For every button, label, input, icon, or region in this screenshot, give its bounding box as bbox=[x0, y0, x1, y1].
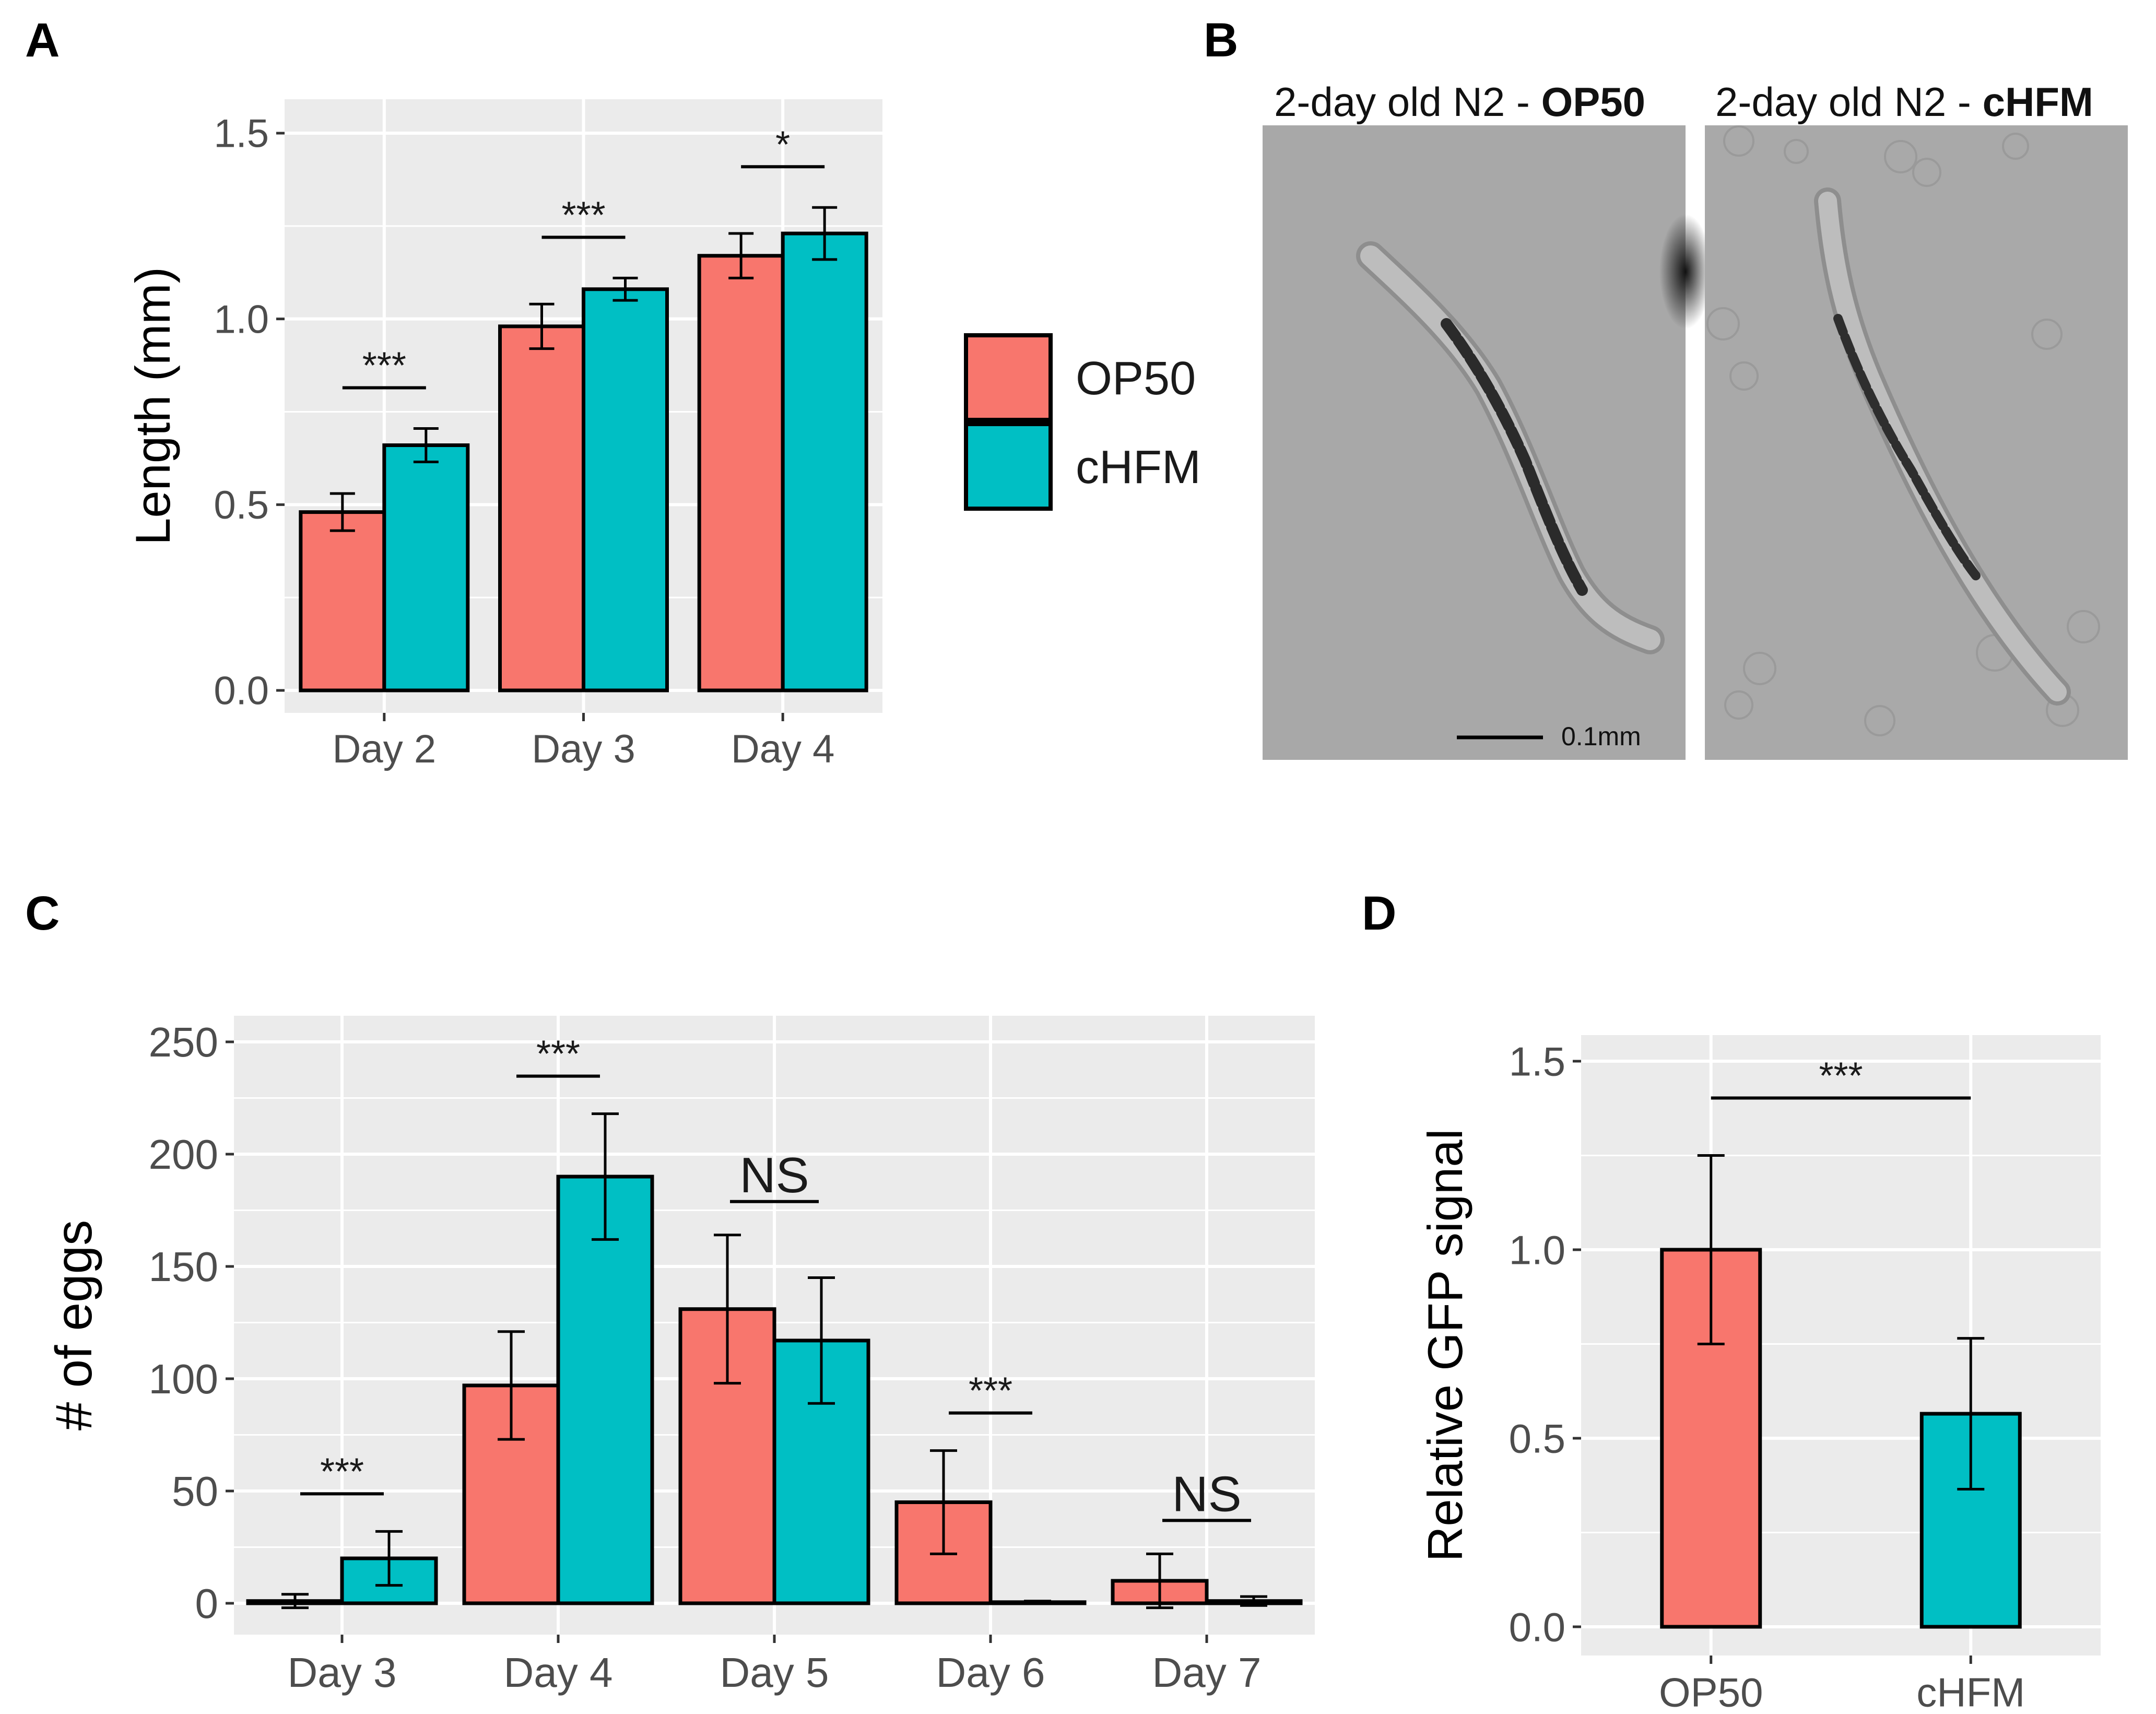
x-tick-label: Day 7 bbox=[1152, 1649, 1262, 1696]
y-tick-label: 200 bbox=[149, 1131, 218, 1178]
bar bbox=[498, 324, 585, 692]
legend-label-chfm: cHFM bbox=[1076, 441, 1201, 494]
y-axis-label: Length (mm) bbox=[125, 267, 180, 545]
x-tick-label: OP50 bbox=[1659, 1670, 1763, 1714]
worm-op50 bbox=[1356, 241, 1665, 654]
x-tick-label: Day 4 bbox=[504, 1649, 613, 1696]
photo-right-chfm bbox=[1705, 125, 2128, 760]
y-tick-label: 250 bbox=[149, 1019, 218, 1065]
bar bbox=[697, 254, 785, 692]
bar bbox=[781, 231, 868, 692]
bar bbox=[556, 1175, 654, 1605]
x-tick-label: Day 2 bbox=[333, 727, 437, 771]
y-axis-label: # of eggs bbox=[45, 1220, 102, 1430]
x-tick-label: Day 4 bbox=[731, 727, 835, 771]
significance-label: *** bbox=[320, 1451, 364, 1493]
significance-label: NS bbox=[739, 1147, 809, 1203]
panel-label-c: C bbox=[25, 887, 60, 940]
y-tick-label: 50 bbox=[172, 1468, 218, 1515]
panel-label-d: D bbox=[1362, 887, 1396, 940]
significance-label: *** bbox=[362, 345, 406, 387]
y-tick-label: 0.5 bbox=[214, 483, 269, 527]
photo-left-edge-shadow bbox=[1659, 214, 1712, 329]
panel-label-a: A bbox=[25, 14, 60, 67]
legend-swatch-op50 bbox=[964, 333, 1053, 422]
x-tick-label: Day 5 bbox=[720, 1649, 829, 1696]
y-tick-label: 1.5 bbox=[214, 112, 269, 156]
chart-d-gfp: 0.0 0.5 1.0 1.5 OP50 cHFM *** Relative GFP sign… bbox=[1418, 1035, 2101, 1714]
significance-label: NS bbox=[1172, 1466, 1241, 1522]
photo-left-op50 bbox=[1263, 125, 1686, 760]
photo-left-title: 2-day old N2 - OP50 bbox=[1274, 79, 1645, 125]
x-tick-label: cHFM bbox=[1916, 1670, 2025, 1714]
y-tick-label: 1.0 bbox=[1509, 1227, 1565, 1273]
legend-label-op50: OP50 bbox=[1076, 353, 1196, 405]
bar bbox=[299, 510, 386, 692]
plot-panel bbox=[1581, 1035, 2101, 1656]
significance-label: * bbox=[775, 124, 790, 166]
legend: OP50 cHFM bbox=[964, 333, 1201, 511]
bar bbox=[382, 443, 470, 692]
y-tick-label: 1.5 bbox=[1509, 1038, 1565, 1084]
y-tick-label: 0.0 bbox=[214, 669, 269, 713]
y-tick-label: 150 bbox=[149, 1243, 218, 1290]
significance-label: *** bbox=[1819, 1055, 1863, 1097]
y-tick-label: 0.0 bbox=[1509, 1604, 1565, 1650]
y-tick-label: 100 bbox=[149, 1356, 218, 1402]
scale-bar-label: 0.1mm bbox=[1561, 722, 1641, 751]
x-tick-label: Day 3 bbox=[532, 727, 635, 771]
x-tick-label: Day 6 bbox=[936, 1649, 1045, 1696]
worm-chfm bbox=[1814, 187, 2071, 706]
chart-c-eggs: 0 50 100 150 200 250 Day 3 Day 4 Day 5 Day 6 Day 7… bbox=[45, 1016, 1315, 1696]
y-tick-label: 1.0 bbox=[214, 297, 269, 342]
significance-label: *** bbox=[536, 1034, 580, 1075]
photo-right-title: 2-day old N2 - cHFM bbox=[1715, 79, 2093, 125]
bar bbox=[582, 287, 669, 692]
legend-swatch-chfm bbox=[964, 422, 1053, 511]
x-tick-label: Day 3 bbox=[288, 1649, 397, 1696]
significance-label: *** bbox=[561, 194, 605, 236]
panel-b-micrographs: 2-day old N2 - OP50 2-day old N2 - cHFM … bbox=[1263, 79, 2128, 760]
y-tick-label: 0 bbox=[195, 1580, 219, 1627]
y-tick-label: 0.5 bbox=[1509, 1415, 1565, 1461]
y-axis-label: Relative GFP signal bbox=[1418, 1129, 1472, 1562]
panel-label-b: B bbox=[1204, 14, 1238, 67]
significance-label: *** bbox=[969, 1370, 1012, 1412]
